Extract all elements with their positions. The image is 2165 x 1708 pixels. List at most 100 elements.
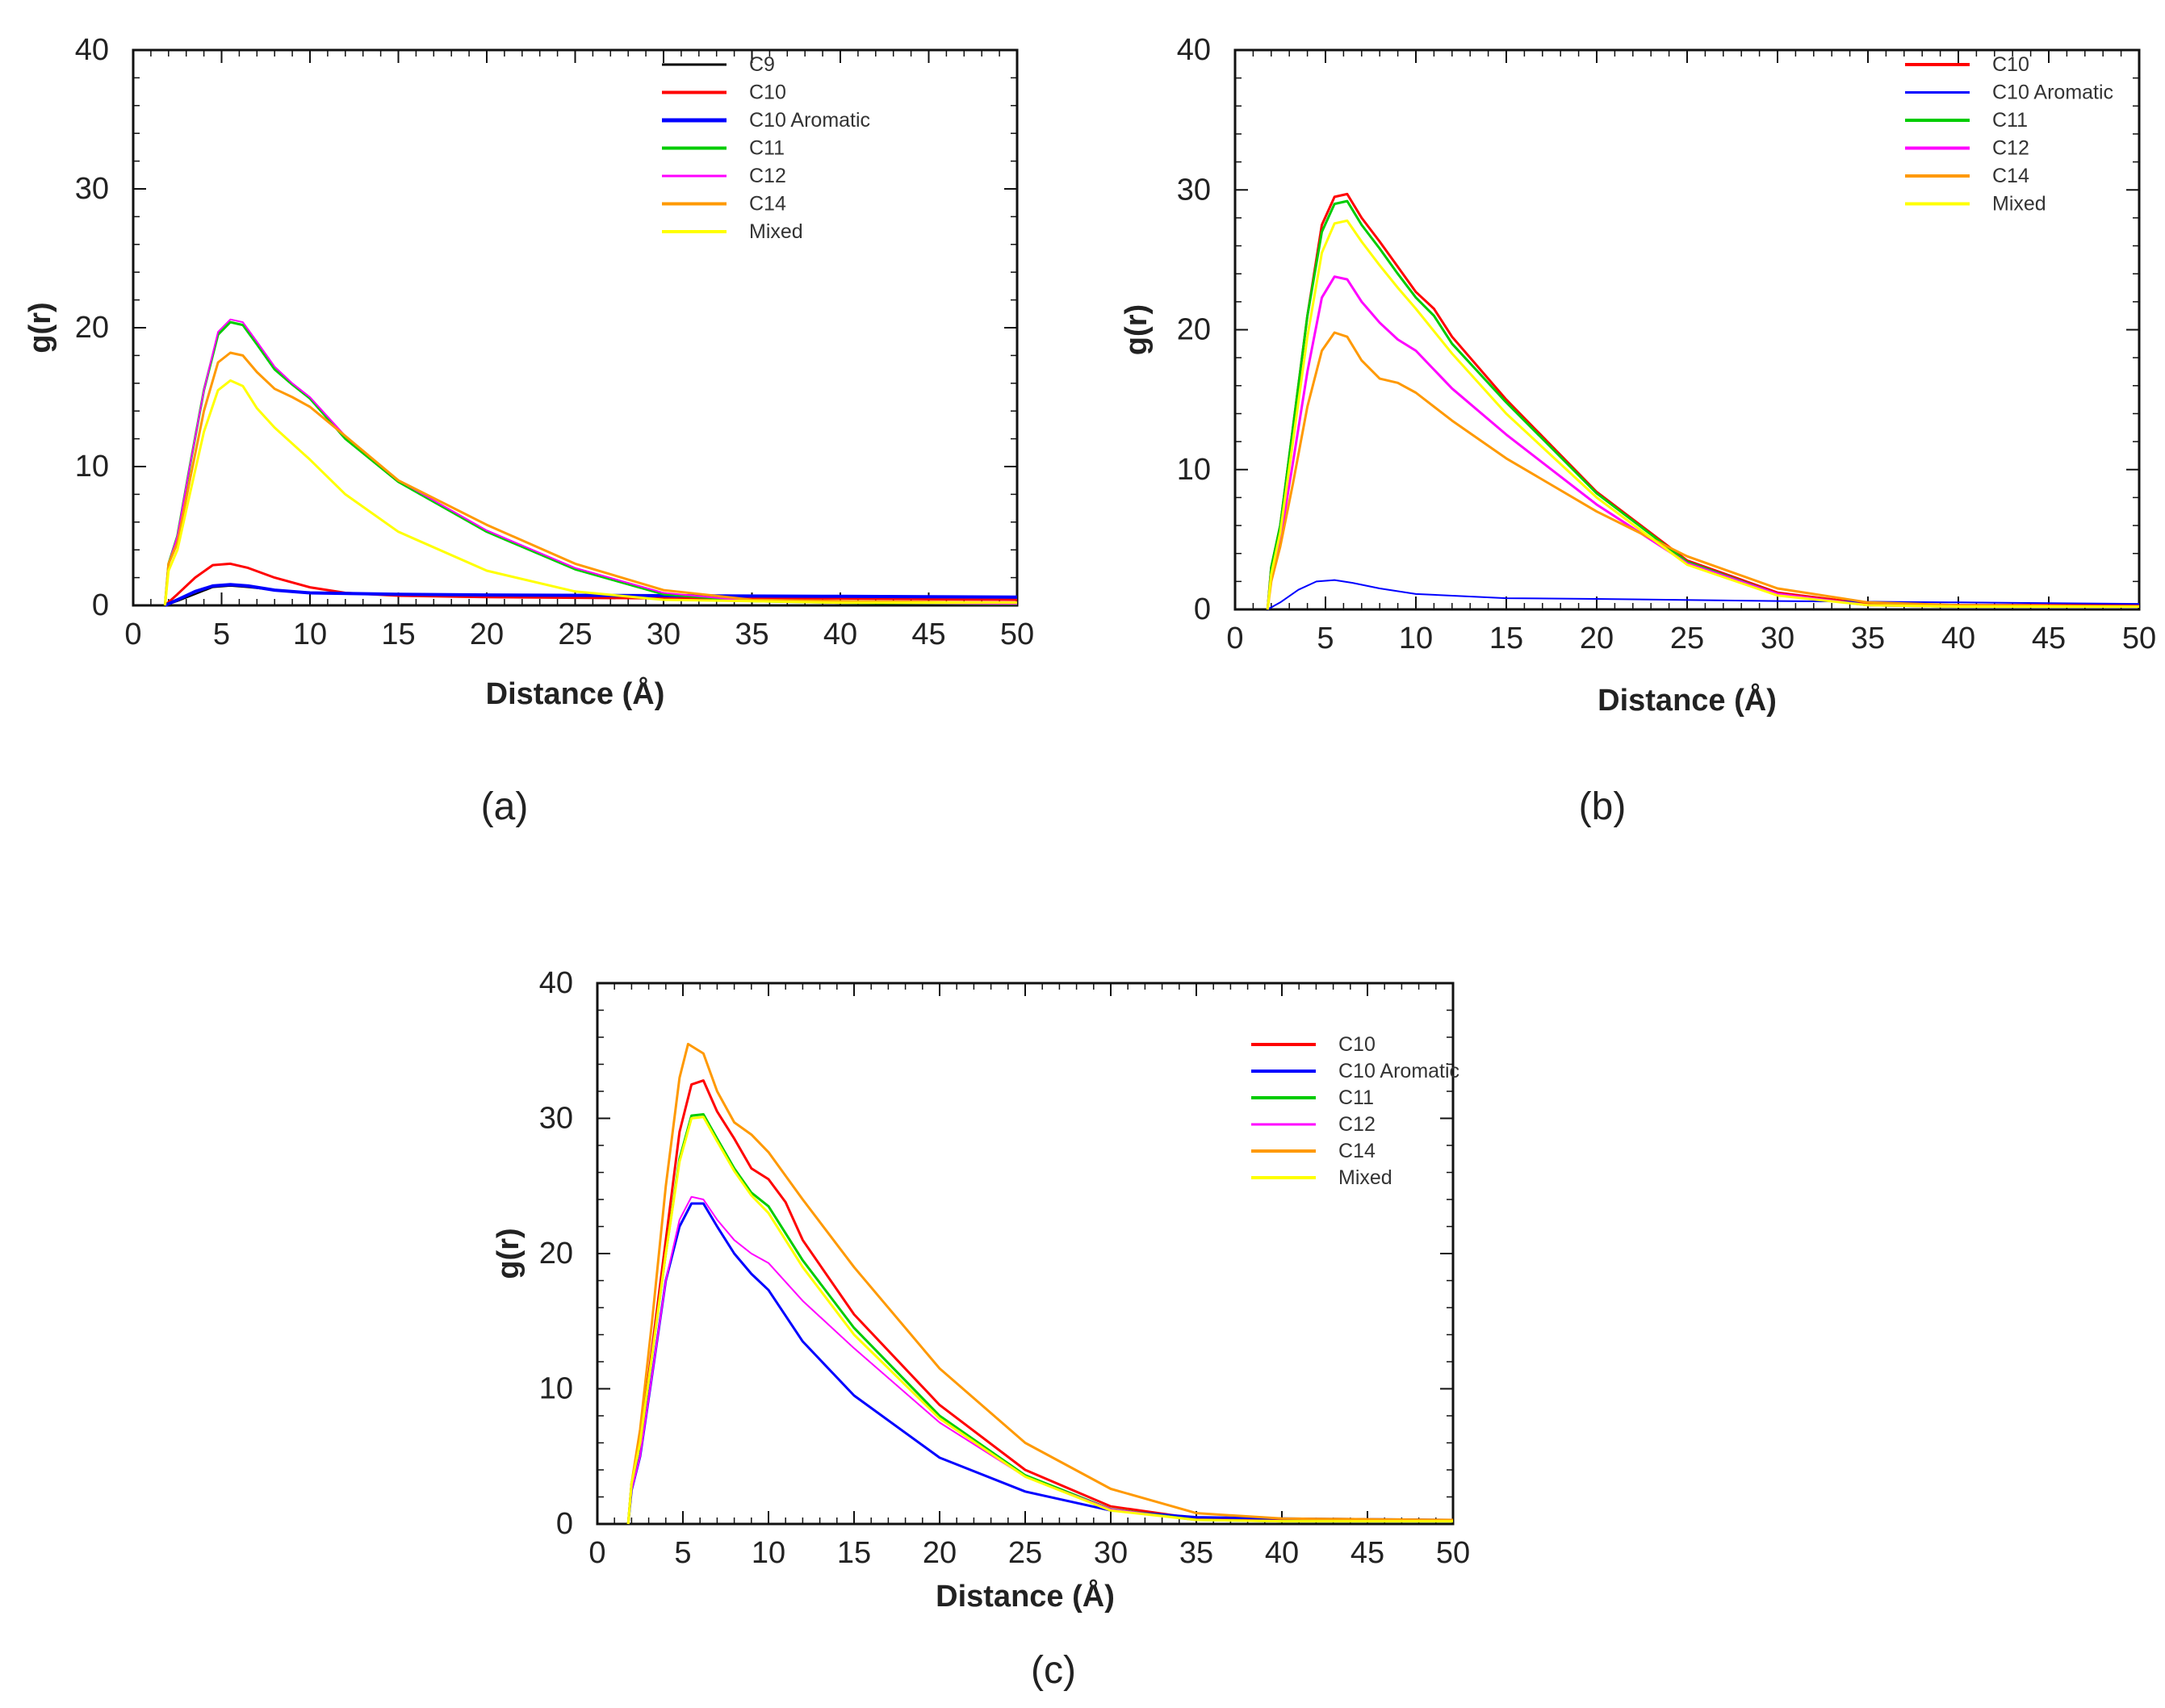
x-tick-label: 15 xyxy=(1489,622,1523,655)
x-tick-label: 40 xyxy=(1941,622,1975,655)
x-tick-label: 5 xyxy=(1317,622,1334,655)
x-tick-label: 20 xyxy=(1580,622,1614,655)
x-tick-label: 50 xyxy=(1436,1536,1470,1570)
legend-label: C12 xyxy=(1338,1113,1376,1136)
y-axis-title: g(r) xyxy=(23,302,57,353)
y-tick-label: 0 xyxy=(1194,592,1211,626)
legend-label: C12 xyxy=(1992,137,2029,160)
series-line-mixed xyxy=(626,1116,1453,1525)
y-tick-label: 30 xyxy=(75,172,109,206)
series-line-c14 xyxy=(163,351,1018,606)
x-axis-title: Distance (Å) xyxy=(936,1578,1115,1614)
x-tick-label: 20 xyxy=(470,617,504,651)
y-tick-label: 30 xyxy=(1177,173,1211,207)
x-tick-label: 25 xyxy=(1670,622,1704,655)
legend: C9 C10 C10 Aromatic C11 C12 C14 Mixed xyxy=(662,53,870,243)
legend-label: C10 xyxy=(749,82,786,104)
legend-label: Mixed xyxy=(1338,1166,1392,1189)
x-tick-label: 15 xyxy=(381,617,415,651)
legend-label: C11 xyxy=(749,137,785,160)
series-line-c12 xyxy=(627,1195,1453,1525)
x-tick-label: 25 xyxy=(558,617,592,651)
legend: C10 C10 Aromatic C11 C12 C14 Mixed xyxy=(1251,1033,1459,1189)
legend-label: C12 xyxy=(749,165,786,187)
y-tick-label: 40 xyxy=(1177,33,1211,67)
series-line-c10 xyxy=(626,1079,1453,1525)
legend-label: C11 xyxy=(1338,1086,1374,1109)
y-tick-label: 0 xyxy=(92,588,109,622)
y-tick-label: 30 xyxy=(539,1102,573,1136)
legend-label: C14 xyxy=(1338,1140,1376,1162)
x-tick-label: 10 xyxy=(752,1536,785,1570)
x-tick-label: 30 xyxy=(647,617,680,651)
x-tick-label: 35 xyxy=(1179,1536,1213,1570)
series-line-mixed xyxy=(163,379,1017,606)
plot-frame xyxy=(1233,48,2141,611)
legend-label: Mixed xyxy=(749,220,803,243)
x-tick-label: 40 xyxy=(1265,1536,1299,1570)
x-tick-label: 35 xyxy=(1851,622,1885,655)
y-tick-label: 20 xyxy=(539,1237,573,1271)
x-tick-label: 0 xyxy=(124,617,141,651)
chart-panel-a: 0 5 10 15 20 25 30 35 40 45 50 0 10 20 30 40 C9 C10 C10 A… xyxy=(23,33,1034,828)
series-line-c10-aromatic xyxy=(1267,579,2140,610)
legend-label: Mixed xyxy=(1992,193,2046,216)
x-tick-label: 50 xyxy=(1000,617,1034,651)
legend-label: C14 xyxy=(1992,165,2029,187)
x-tick-label: 45 xyxy=(1351,1536,1384,1570)
y-tick-label: 20 xyxy=(75,311,109,345)
y-tick-label: 40 xyxy=(539,966,573,1000)
chart-panel-b: 0 5 10 15 20 25 30 35 40 45 50 0 10 20 30 40 C10 C10 Aro… xyxy=(1120,33,2156,828)
series-line-c11 xyxy=(1266,199,2139,610)
x-tick-label: 45 xyxy=(911,617,945,651)
x-tick-label: 0 xyxy=(1226,622,1243,655)
x-tick-label: 50 xyxy=(2122,622,2156,655)
x-tick-label: 40 xyxy=(823,617,857,651)
y-axis-title: g(r) xyxy=(492,1228,526,1279)
legend-label: C10 Aromatic xyxy=(1338,1060,1459,1082)
legend-label: C10 Aromatic xyxy=(1992,82,2113,104)
legend-label: C11 xyxy=(1992,109,2028,132)
x-tick-label: 30 xyxy=(1761,622,1794,655)
x-tick-label: 10 xyxy=(293,617,327,651)
y-tick-label: 10 xyxy=(75,450,109,484)
series-line-c14 xyxy=(626,1042,1454,1525)
series-line-c11 xyxy=(626,1113,1453,1525)
series-line-mixed xyxy=(1266,219,2139,610)
legend-label: C10 Aromatic xyxy=(749,109,870,132)
y-tick-label: 10 xyxy=(539,1372,573,1406)
series-line-c14 xyxy=(1266,331,2140,610)
y-tick-label: 0 xyxy=(556,1507,573,1541)
series-line-c12 xyxy=(164,318,1018,606)
y-tick-label: 20 xyxy=(1177,313,1211,347)
series-line-c10 xyxy=(1266,192,2139,610)
x-tick-label: 20 xyxy=(923,1536,957,1570)
y-tick-label: 10 xyxy=(1177,453,1211,487)
x-tick-label: 0 xyxy=(588,1536,605,1570)
legend-label: C10 xyxy=(1338,1033,1376,1056)
x-tick-label: 25 xyxy=(1008,1536,1042,1570)
panel-label: (a) xyxy=(481,785,529,828)
panel-label: (b) xyxy=(1579,785,1627,828)
x-tick-label: 35 xyxy=(735,617,768,651)
legend-label: C10 xyxy=(1992,53,2029,76)
y-axis-title: g(r) xyxy=(1120,304,1154,355)
x-tick-label: 5 xyxy=(213,617,230,651)
x-tick-label: 45 xyxy=(2032,622,2066,655)
x-axis-title: Distance (Å) xyxy=(1598,682,1777,718)
x-tick-label: 15 xyxy=(837,1536,871,1570)
legend-label: C14 xyxy=(749,193,786,216)
x-axis-title: Distance (Å) xyxy=(486,676,665,711)
legend-label: C9 xyxy=(749,53,775,76)
series-line-c11 xyxy=(163,320,1018,606)
x-tick-label: 5 xyxy=(674,1536,691,1570)
x-tick-label: 10 xyxy=(1399,622,1433,655)
legend: C10 C10 Aromatic C11 C12 C14 Mixed xyxy=(1905,53,2113,216)
panel-label: (c) xyxy=(1031,1649,1076,1692)
y-tick-label: 40 xyxy=(75,33,109,67)
series-line-c12 xyxy=(1266,275,2139,610)
x-tick-label: 30 xyxy=(1094,1536,1128,1570)
series-line-c10-aromatic xyxy=(164,583,1018,607)
plot-frame xyxy=(132,48,1019,607)
chart-panel-c: 0 5 10 15 20 25 30 35 40 45 50 0 10 20 30 40 C10 C10 Aro… xyxy=(492,966,1470,1692)
